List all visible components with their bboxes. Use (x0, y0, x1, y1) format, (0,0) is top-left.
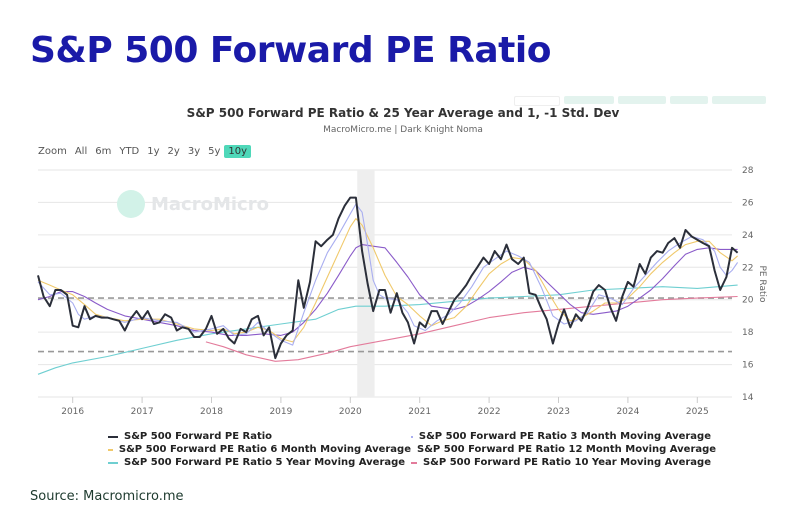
recession-band (357, 170, 375, 397)
reference-lines (38, 297, 732, 353)
x-axis: 2016 2017 2018 2019 2020 2021 2022 2023 2024 2025 (61, 397, 709, 417)
y-tick-label: 14 (742, 393, 754, 403)
x-tick-label: 2018 (200, 407, 223, 417)
range-option-1y[interactable]: 1y (147, 146, 160, 157)
range-label: Zoom (38, 146, 67, 157)
page-title: S&P 500 Forward PE Ratio (30, 30, 551, 71)
x-tick-label: 2021 (408, 407, 431, 417)
range-option-2y[interactable]: 2y (167, 146, 180, 157)
legend-item[interactable]: S&P 500 Forward PE Ratio (108, 431, 411, 442)
legend-label: S&P 500 Forward PE Ratio 3 Month Moving … (418, 431, 711, 442)
x-tick-label: 2025 (686, 407, 709, 417)
x-tick-label: 2020 (339, 407, 362, 417)
legend-label: S&P 500 Forward PE Ratio 5 Year Moving A… (124, 457, 406, 468)
series-line-2 (37, 218, 738, 343)
y-tick-label: 18 (742, 328, 754, 338)
legend-swatch (411, 435, 413, 438)
series-lines (37, 196, 739, 375)
series-line-3 (37, 244, 738, 336)
y-tick-label: 16 (742, 361, 754, 371)
x-tick-label: 2024 (616, 407, 639, 417)
toolbar-button[interactable] (712, 96, 766, 104)
y-tick-label: 20 (742, 296, 754, 306)
range-selector: Zoom All 6m YTD 1y 2y 3y 5y 10y (38, 145, 252, 158)
y-tick-label: 22 (742, 263, 753, 273)
x-tick-label: 2023 (547, 407, 570, 417)
y-tick-label: 28 (742, 166, 754, 176)
y-tick-label: 26 (742, 198, 754, 208)
grid-lines (38, 169, 732, 398)
range-option-3y[interactable]: 3y (187, 146, 201, 157)
y-tick-label: 24 (742, 231, 754, 241)
legend-item[interactable]: S&P 500 Forward PE Ratio 6 Month Moving … (108, 444, 411, 455)
chart-subtitle: MacroMicro.me | Dark Knight Noma (323, 125, 483, 135)
x-tick-label: 2017 (131, 407, 154, 417)
legend-label: S&P 500 Forward PE Ratio (124, 431, 273, 442)
range-option-5y[interactable]: 5y (208, 146, 221, 157)
legend-label: S&P 500 Forward PE Ratio 10 Year Moving … (422, 457, 711, 468)
range-option-ytd[interactable]: YTD (119, 146, 140, 157)
chart-toolbar (514, 96, 766, 106)
shaded-regions (357, 170, 375, 397)
legend: S&P 500 Forward PE Ratio S&P 500 Forward… (108, 431, 716, 468)
y-axis: 14 16 18 20 22 24 26 28 (742, 166, 754, 403)
series-line-0 (37, 196, 739, 360)
legend-item[interactable]: S&P 500 Forward PE Ratio 12 Month Moving… (411, 444, 716, 455)
range-option-6m[interactable]: 6m (95, 146, 112, 157)
toolbar-button[interactable] (670, 96, 708, 104)
watermark-text: MacroMicro (151, 193, 269, 215)
toolbar-button[interactable] (514, 96, 560, 106)
legend-swatch (108, 435, 118, 438)
y-axis-label: PE Ratio (757, 265, 767, 303)
toolbar-button[interactable] (564, 96, 614, 104)
macromicro-logo-icon (117, 190, 145, 218)
series-line-1 (37, 203, 739, 346)
x-tick-label: 2022 (478, 407, 501, 417)
legend-swatch (108, 461, 118, 464)
x-tick-label: 2019 (269, 407, 292, 417)
legend-swatch (411, 461, 417, 464)
legend-item[interactable]: S&P 500 Forward PE Ratio 3 Month Moving … (411, 431, 711, 442)
legend-item[interactable]: S&P 500 Forward PE Ratio 5 Year Moving A… (108, 457, 411, 468)
range-option-all[interactable]: All (74, 146, 88, 157)
range-option-10y[interactable]: 10y (224, 145, 252, 158)
chart-title: S&P 500 Forward PE Ratio & 25 Year Avera… (186, 106, 620, 120)
watermark: MacroMicro (117, 190, 269, 218)
legend-swatch (108, 448, 113, 451)
source-note: Source: Macromicro.me (30, 489, 184, 504)
toolbar-button[interactable] (618, 96, 666, 104)
legend-label: S&P 500 Forward PE Ratio 12 Month Moving… (417, 444, 717, 455)
legend-label: S&P 500 Forward PE Ratio 6 Month Moving … (118, 444, 411, 455)
x-tick-label: 2016 (61, 407, 84, 417)
legend-item[interactable]: S&P 500 Forward PE Ratio 10 Year Moving … (411, 457, 711, 468)
